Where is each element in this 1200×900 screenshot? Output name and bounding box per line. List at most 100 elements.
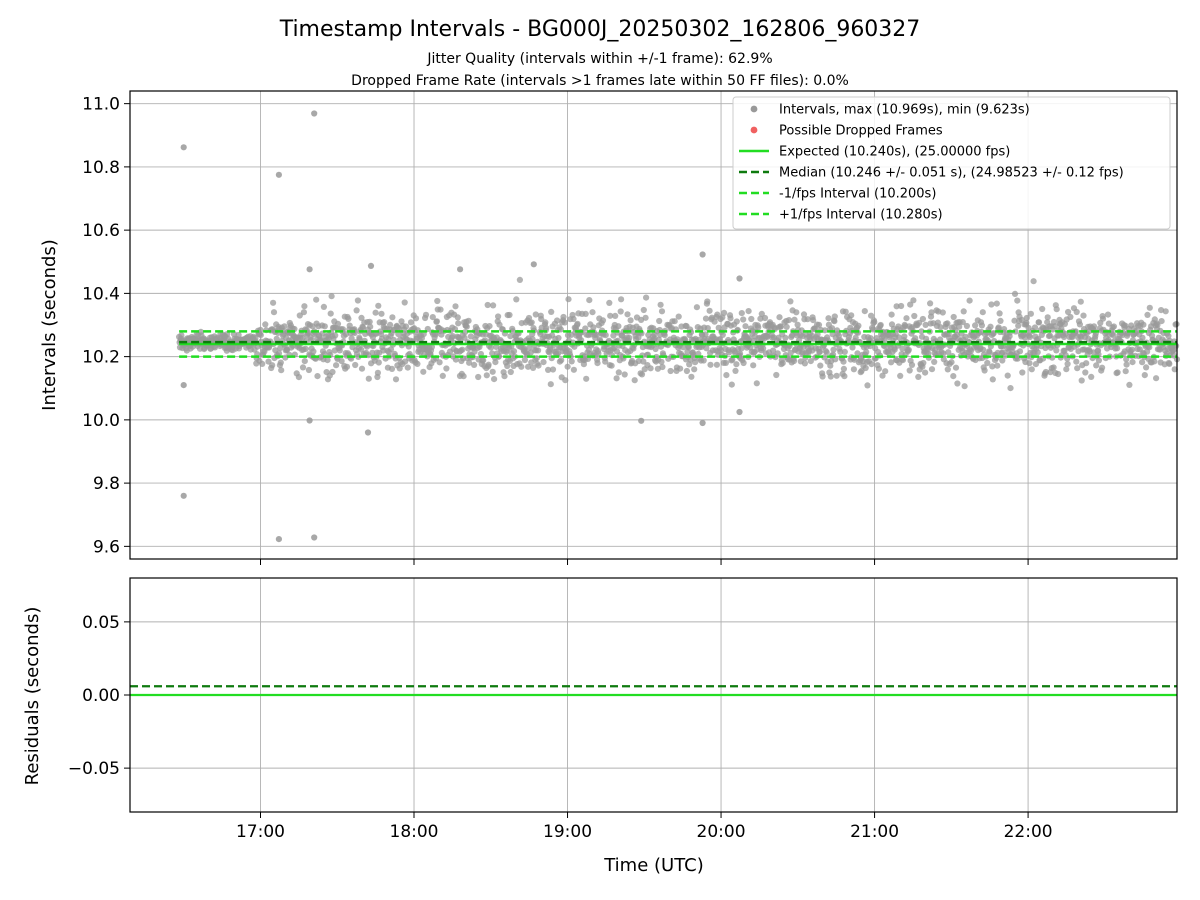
interval-outlier-point — [311, 534, 318, 541]
interval-point — [1023, 314, 1030, 322]
interval-point — [959, 319, 966, 326]
interval-point — [801, 360, 809, 367]
interval-point — [875, 365, 883, 372]
interval-point — [1028, 366, 1035, 373]
legend-box — [732, 96, 1171, 230]
interval-point — [1114, 345, 1121, 352]
interval-point — [301, 303, 308, 310]
interval-point — [1051, 323, 1058, 330]
interval-point — [301, 358, 308, 365]
interval-point — [972, 322, 979, 329]
intervals-reference-lines — [179, 330, 1177, 358]
interval-point — [703, 345, 710, 352]
interval-point — [816, 348, 824, 355]
interval-point — [627, 317, 634, 324]
interval-point — [740, 316, 747, 323]
interval-point — [507, 333, 514, 340]
legend-item-minus-fps: -1/fps Interval (10.200s) — [779, 187, 936, 202]
interval-point — [346, 322, 353, 329]
chart-title: Timestamp Intervals - BG000J_20250302_16… — [279, 17, 921, 42]
interval-point — [807, 358, 814, 365]
interval-point — [728, 381, 735, 388]
interval-point — [1088, 373, 1095, 380]
interval-point — [516, 276, 524, 283]
interval-point — [1114, 369, 1121, 376]
interval-point — [583, 375, 590, 382]
interval-point — [819, 373, 826, 380]
interval-point — [864, 382, 871, 389]
interval-point — [755, 324, 762, 331]
interval-point — [348, 335, 355, 342]
interval-point — [956, 323, 963, 330]
interval-point — [320, 303, 327, 310]
interval-point — [643, 294, 650, 301]
interval-point — [533, 355, 540, 362]
interval-point — [568, 358, 575, 365]
interval-point — [656, 317, 663, 325]
interval-point — [787, 298, 794, 305]
legend-item-expected: Expected (10.240s), (25.00000 fps) — [779, 145, 1010, 160]
residuals-x-ticks: 17:00 18:00 19:00 20:00 21:00 22:00 — [236, 812, 1053, 842]
interval-point — [443, 365, 450, 372]
interval-point — [429, 314, 436, 321]
interval-point — [343, 363, 351, 370]
interval-point — [1053, 347, 1060, 354]
interval-point — [1063, 366, 1070, 373]
interval-point — [1023, 319, 1030, 326]
interval-point — [658, 358, 665, 365]
interval-point — [638, 371, 646, 378]
interval-point — [988, 301, 995, 308]
interval-point — [711, 318, 718, 325]
intervals-points — [176, 110, 1181, 543]
interval-point — [1074, 365, 1081, 372]
interval-point — [333, 362, 340, 369]
interval-point — [831, 313, 838, 320]
interval-point — [313, 296, 320, 303]
interval-point — [422, 311, 430, 318]
interval-point — [439, 372, 446, 379]
interval-point — [321, 323, 328, 330]
interval-point — [1076, 321, 1083, 328]
interval-point — [1110, 323, 1117, 330]
interval-point — [535, 362, 542, 369]
interval-point — [356, 336, 363, 343]
intervals-y-axis-label: Intervals (seconds) — [39, 239, 60, 411]
legend-marker-dropped — [750, 126, 758, 134]
x-tick-label: 18:00 — [390, 822, 439, 842]
interval-point — [1078, 377, 1085, 384]
interval-point — [465, 317, 472, 324]
interval-point — [1146, 344, 1153, 351]
interval-point — [1122, 368, 1129, 375]
interval-point — [821, 327, 829, 334]
interval-point — [829, 325, 836, 332]
interval-point — [586, 297, 593, 304]
interval-point — [1144, 311, 1151, 318]
interval-point — [1072, 328, 1079, 335]
interval-point — [944, 320, 951, 327]
interval-point — [939, 309, 946, 316]
interval-point — [1139, 334, 1146, 341]
interval-point — [358, 314, 365, 321]
interval-point — [372, 309, 379, 316]
interval-point — [521, 356, 529, 364]
interval-point — [1073, 358, 1080, 365]
interval-point — [540, 359, 547, 366]
interval-point — [352, 361, 359, 369]
interval-point — [840, 358, 847, 365]
interval-point — [606, 299, 613, 306]
interval-point — [257, 332, 264, 339]
interval-point — [862, 364, 869, 372]
interval-point — [631, 377, 638, 384]
interval-point — [359, 324, 366, 331]
interval-outlier-point — [180, 492, 187, 499]
interval-point — [745, 308, 752, 315]
interval-point — [850, 366, 858, 373]
interval-point — [561, 319, 568, 326]
interval-point — [1042, 368, 1049, 376]
interval-point — [868, 361, 875, 368]
interval-point — [1165, 332, 1172, 340]
interval-point — [558, 357, 565, 364]
interval-point — [907, 301, 914, 308]
interval-point — [1129, 359, 1136, 366]
interval-point — [827, 373, 834, 380]
